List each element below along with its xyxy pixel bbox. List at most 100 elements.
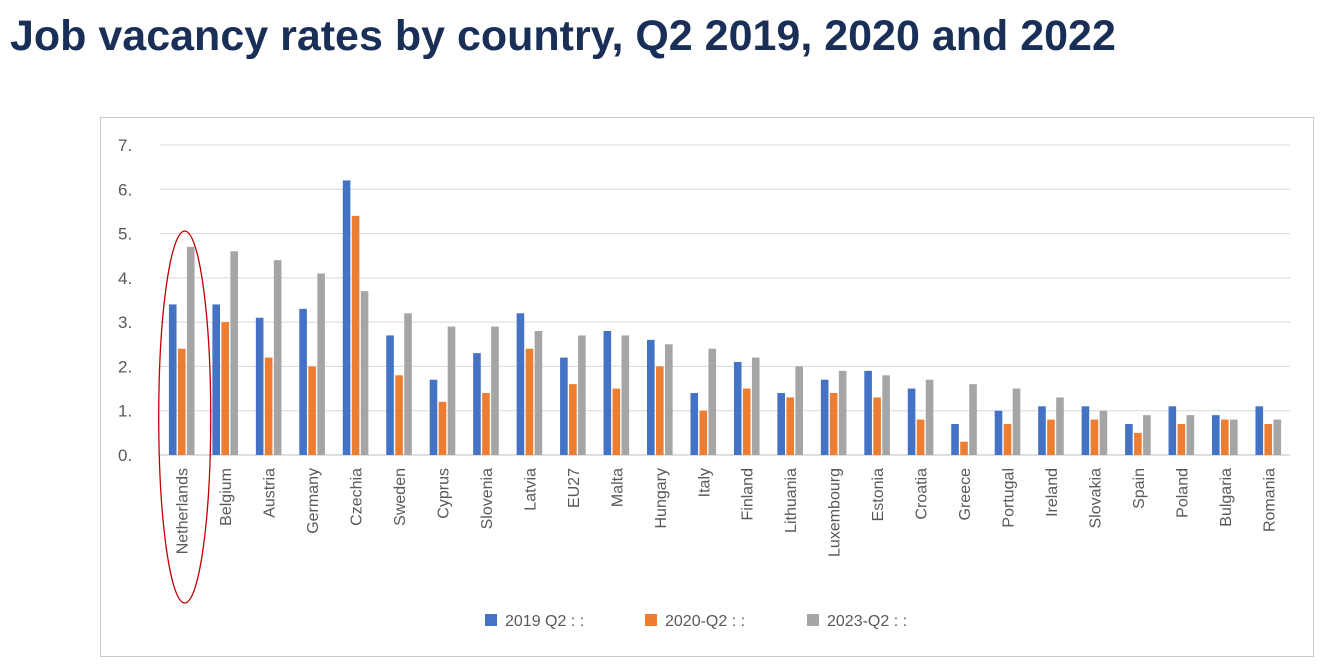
bar bbox=[255, 317, 264, 455]
y-tick-label: 7. bbox=[118, 136, 132, 155]
bar bbox=[1047, 419, 1055, 455]
bar bbox=[882, 375, 890, 455]
bar bbox=[1255, 406, 1264, 455]
bar bbox=[925, 379, 934, 455]
bar bbox=[264, 357, 273, 455]
bar bbox=[1038, 406, 1046, 455]
x-category-label: Hungary bbox=[653, 468, 670, 528]
bar bbox=[751, 357, 760, 455]
y-tick-label: 4. bbox=[118, 269, 132, 288]
bar bbox=[404, 313, 412, 455]
bar bbox=[1099, 410, 1108, 455]
y-tick-label: 5. bbox=[118, 225, 132, 244]
y-tick-label: 1. bbox=[118, 402, 132, 421]
bar bbox=[1143, 415, 1151, 455]
bar bbox=[994, 410, 1003, 455]
x-category-label: EU27 bbox=[566, 468, 583, 508]
bar bbox=[429, 379, 438, 455]
bar bbox=[299, 308, 307, 455]
bar bbox=[569, 384, 577, 455]
bar bbox=[907, 388, 916, 455]
x-category-label: Sweden bbox=[392, 468, 409, 526]
bar bbox=[777, 393, 785, 455]
legend: 2019 Q2 : : 2020-Q2 : : 2023-Q2 : : bbox=[485, 613, 907, 630]
x-category-label: Czechia bbox=[349, 468, 366, 526]
bar bbox=[186, 246, 195, 455]
bar bbox=[212, 304, 220, 455]
x-category-label: Luxembourg bbox=[827, 468, 844, 557]
bar bbox=[795, 366, 803, 455]
bar bbox=[447, 326, 456, 455]
bar bbox=[1264, 424, 1273, 455]
bar bbox=[1168, 406, 1177, 455]
bar bbox=[733, 362, 742, 455]
x-category-label: Romania bbox=[1261, 468, 1278, 532]
bar bbox=[1081, 406, 1090, 455]
x-category-label: Italy bbox=[696, 468, 713, 497]
bar bbox=[351, 215, 360, 455]
legend-label: 2019 Q2 : : bbox=[505, 613, 584, 630]
bar bbox=[1012, 388, 1021, 455]
bar bbox=[690, 393, 699, 455]
bars bbox=[168, 180, 1282, 455]
bar bbox=[621, 335, 630, 455]
bar bbox=[1186, 415, 1195, 455]
x-category-label: Malta bbox=[609, 468, 626, 507]
x-category-label: Belgium bbox=[218, 468, 235, 526]
bar bbox=[177, 348, 186, 455]
x-category-label: Spain bbox=[1131, 468, 1148, 509]
bar bbox=[473, 353, 481, 455]
y-tick-label: 2. bbox=[118, 357, 132, 376]
legend-label: 2023-Q2 : : bbox=[827, 613, 907, 630]
y-tick-label: 0. bbox=[118, 446, 132, 465]
bar bbox=[395, 375, 403, 455]
bar bbox=[273, 260, 282, 455]
x-category-label: Austria bbox=[262, 468, 279, 518]
x-category-label: Slovakia bbox=[1087, 468, 1104, 529]
bar bbox=[647, 339, 655, 455]
bar bbox=[1273, 419, 1282, 455]
bar bbox=[916, 419, 925, 455]
bar bbox=[786, 397, 794, 455]
legend-swatch bbox=[645, 614, 657, 626]
legend-swatch bbox=[807, 614, 819, 626]
bar bbox=[560, 357, 568, 455]
bar bbox=[438, 401, 447, 455]
x-category-label: Cyprus bbox=[436, 468, 453, 519]
bar bbox=[873, 397, 881, 455]
x-category-label: Bulgaria bbox=[1218, 468, 1235, 527]
bar bbox=[534, 331, 543, 455]
gridlines bbox=[160, 144, 1290, 456]
highlight-ellipse bbox=[158, 230, 212, 604]
bar bbox=[708, 348, 717, 455]
bar bbox=[1212, 415, 1220, 455]
bar bbox=[1056, 397, 1064, 455]
bar bbox=[665, 344, 673, 455]
bar bbox=[969, 384, 977, 455]
bar bbox=[829, 393, 838, 455]
bar bbox=[820, 379, 829, 455]
x-category-label: Greece bbox=[957, 468, 974, 521]
bar bbox=[578, 335, 586, 455]
bar bbox=[603, 331, 612, 455]
bar bbox=[1134, 432, 1142, 455]
bar bbox=[699, 410, 708, 455]
bar bbox=[221, 322, 229, 455]
x-category-label: Slovenia bbox=[479, 468, 496, 529]
bar bbox=[516, 313, 525, 455]
bar bbox=[386, 335, 394, 455]
bar bbox=[1003, 424, 1012, 455]
bar bbox=[864, 370, 872, 455]
highlight-layer bbox=[158, 230, 212, 604]
bar bbox=[317, 273, 325, 455]
axis-labels: 0. 1. 2. 3. 4. 5. 6. 7. Netherlands Belgium Austri… bbox=[118, 136, 1278, 557]
bar bbox=[360, 291, 369, 455]
bar bbox=[960, 441, 968, 455]
x-category-label: Latvia bbox=[522, 468, 539, 511]
bar bbox=[1177, 424, 1186, 455]
bar bbox=[491, 326, 499, 455]
bar bbox=[342, 180, 351, 455]
bar bbox=[308, 366, 316, 455]
bar bbox=[482, 393, 490, 455]
